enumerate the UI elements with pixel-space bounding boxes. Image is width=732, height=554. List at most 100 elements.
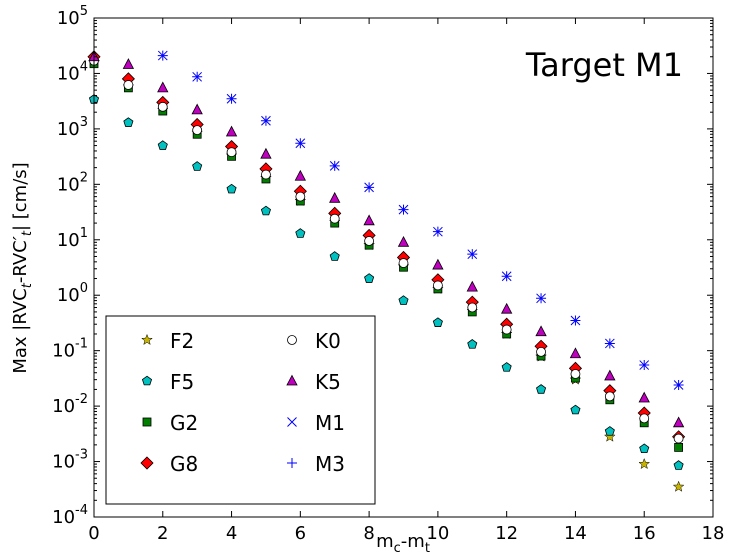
series-K5 — [88, 50, 685, 428]
point-K5 — [294, 169, 306, 181]
target-annotation: Target M1 — [525, 46, 683, 84]
point-F5 — [364, 273, 375, 283]
point-F5 — [467, 339, 478, 349]
y-tick-label: 102 — [57, 170, 88, 195]
x-tick-label: 10 — [426, 523, 449, 544]
x-tick-label: 18 — [702, 523, 725, 544]
point-M3 — [364, 182, 375, 193]
axis-ticks: 0 2 4 6 8 10 12 14 16 18 10-4 10-3 10-2 10-1 100 101 102… — [52, 4, 724, 544]
legend-marker-K5 — [286, 374, 298, 386]
point-K5 — [501, 302, 513, 314]
x-tick-label: 0 — [88, 523, 99, 544]
series-F5 — [88, 94, 684, 470]
series-M3 — [157, 50, 684, 391]
series-K0 — [89, 55, 684, 444]
point-K5 — [466, 280, 478, 292]
point-F5 — [123, 117, 134, 127]
point-M3 — [673, 380, 684, 391]
point-K0 — [192, 125, 203, 136]
point-F5 — [432, 317, 443, 327]
point-K0 — [123, 80, 134, 90]
point-M3 — [329, 160, 340, 171]
y-tick-label: 105 — [57, 4, 88, 29]
point-K0 — [398, 258, 409, 268]
point-K0 — [261, 169, 271, 180]
legend-label-F5: F5 — [170, 370, 194, 394]
point-M3 — [398, 204, 409, 215]
legend-label-G2: G2 — [170, 411, 198, 435]
x-tick-label: 6 — [295, 523, 306, 544]
x-tick-label: 14 — [564, 523, 587, 544]
point-M3 — [260, 115, 271, 126]
y-tick-label: 10-3 — [52, 448, 88, 473]
point-K5 — [638, 391, 650, 403]
point-K0 — [501, 324, 512, 335]
point-K5 — [329, 191, 341, 203]
point-F5 — [604, 426, 615, 436]
point-F5 — [295, 228, 306, 238]
y-tick-label: 10-2 — [52, 392, 88, 417]
point-K5 — [672, 416, 685, 428]
legend-label-K0: K0 — [315, 329, 341, 353]
point-K0 — [536, 347, 546, 357]
point-F5 — [673, 460, 684, 470]
point-F2 — [672, 480, 685, 492]
point-G2 — [674, 443, 684, 452]
legend-marker-G8 — [140, 456, 154, 470]
point-K0 — [432, 280, 443, 291]
point-K5 — [397, 235, 410, 247]
point-M3 — [570, 315, 581, 326]
point-K5 — [569, 347, 582, 359]
legend-marker-G2 — [142, 417, 152, 427]
point-K5 — [260, 147, 272, 159]
point-M3 — [432, 226, 443, 237]
point-F5 — [501, 362, 512, 372]
point-F5 — [570, 404, 581, 415]
point-M3 — [295, 138, 306, 149]
point-K0 — [295, 191, 306, 202]
point-K0 — [673, 433, 684, 444]
point-F5 — [226, 183, 237, 194]
y-tick-label: 10-4 — [52, 503, 88, 528]
point-F2 — [603, 430, 616, 442]
point-M3 — [226, 93, 237, 104]
point-M3 — [639, 360, 650, 371]
x-tick-label: 8 — [363, 523, 374, 544]
point-K0 — [157, 101, 168, 112]
point-F5 — [157, 140, 168, 150]
point-K0 — [226, 147, 237, 158]
point-F5 — [536, 384, 547, 394]
y-tick-label: 10-1 — [52, 337, 88, 362]
point-K5 — [122, 58, 135, 69]
point-K0 — [329, 213, 340, 224]
point-F5 — [639, 443, 650, 454]
point-F5 — [398, 295, 409, 305]
point-K5 — [604, 369, 616, 381]
point-K5 — [363, 214, 375, 226]
x-axis-label: mc-mt — [376, 531, 430, 554]
x-tick-label: 12 — [495, 523, 518, 544]
plot-frame — [93, 17, 714, 518]
point-M3 — [536, 293, 547, 304]
point-M3 — [192, 71, 203, 82]
point-K5 — [191, 103, 203, 115]
point-K0 — [570, 369, 581, 379]
legend-marker-M3 — [287, 458, 297, 468]
y-tick-label: 100 — [57, 281, 88, 306]
point-K5 — [225, 125, 238, 137]
point-F5 — [192, 161, 203, 171]
x-tick-label: 16 — [633, 523, 656, 544]
legend-marker-F5 — [141, 375, 153, 386]
point-M3 — [501, 271, 512, 282]
x-tick-label: 4 — [226, 523, 237, 544]
legend-label-G8: G8 — [170, 452, 198, 476]
point-M3 — [467, 249, 478, 260]
legend-label-K5: K5 — [315, 370, 341, 394]
point-K5 — [432, 258, 444, 270]
point-K5 — [157, 81, 169, 93]
point-K0 — [364, 236, 375, 246]
y-tick-label: 103 — [57, 115, 88, 140]
legend-label-M1: M1 — [315, 411, 345, 435]
point-K0 — [467, 302, 478, 313]
